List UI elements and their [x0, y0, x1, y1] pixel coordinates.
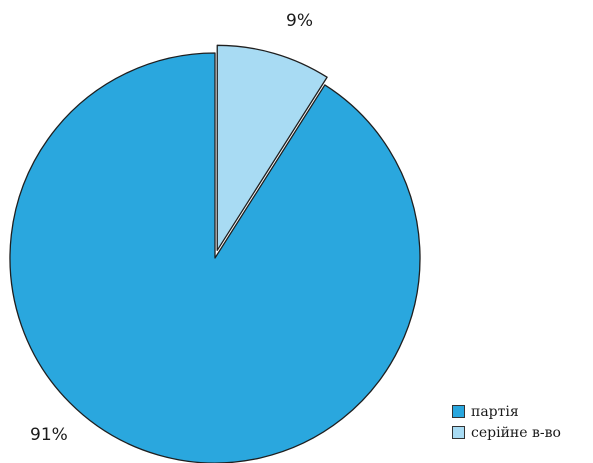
legend-item-serial: серійне в-во [452, 422, 561, 443]
data-label-serial: 9% [286, 11, 313, 31]
pie-slice-serial [216, 44, 328, 251]
pie-slices [9, 44, 421, 463]
legend-label-serial: серійне в-во [471, 424, 561, 441]
legend-item-party: партія [452, 401, 561, 422]
legend-label-party: партія [471, 403, 519, 420]
data-label-party: 91% [30, 425, 68, 445]
legend: партія серійне в-во [452, 401, 561, 443]
legend-swatch-serial [452, 426, 465, 439]
legend-swatch-party [452, 405, 465, 418]
pie-slice-party [9, 52, 421, 463]
